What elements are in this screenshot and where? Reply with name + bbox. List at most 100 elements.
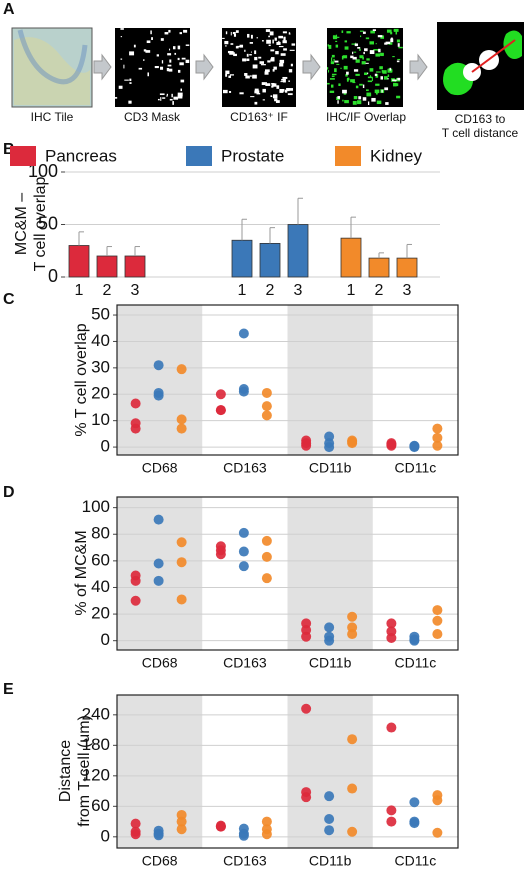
speck (390, 31, 393, 35)
speck (344, 46, 349, 50)
speck (249, 42, 254, 44)
speck (369, 75, 372, 78)
speck (282, 78, 286, 83)
speck (342, 99, 344, 102)
speck (258, 56, 262, 59)
speck (271, 83, 277, 87)
speck (154, 66, 159, 69)
speck (342, 55, 348, 59)
speck (162, 97, 166, 99)
step-label: CD3 Mask (124, 110, 181, 124)
speck (375, 53, 381, 57)
speck (259, 61, 264, 64)
speck (289, 88, 294, 91)
legend-label: Kidney (370, 146, 422, 165)
speck (180, 88, 182, 92)
speck (282, 40, 287, 44)
speck (362, 84, 365, 89)
speck (372, 29, 376, 32)
speck (334, 68, 337, 73)
speck (172, 101, 174, 105)
speck (145, 50, 151, 53)
speck (250, 96, 255, 98)
x-tick-label: 3 (131, 282, 140, 299)
dot (153, 558, 164, 569)
speck (289, 49, 295, 51)
panel-label: C (3, 291, 15, 308)
y-tick-label: 0 (48, 266, 58, 286)
y-tick-label: 20 (91, 384, 110, 403)
speck (331, 73, 337, 76)
dot (238, 830, 249, 841)
speck (252, 74, 257, 79)
speck (390, 38, 394, 43)
speck (222, 37, 225, 39)
speck (382, 70, 387, 74)
speck (337, 96, 341, 99)
speck (245, 75, 250, 79)
x-tick-label: 1 (238, 282, 247, 299)
speck (374, 73, 378, 76)
speck (396, 60, 400, 63)
bar (68, 245, 90, 278)
speck (287, 93, 293, 96)
speck (246, 58, 250, 62)
speck (358, 96, 362, 100)
distance-line (471, 39, 516, 73)
speck (291, 43, 296, 46)
x-tick-label: CD163 (223, 853, 267, 869)
speck (331, 75, 335, 78)
speck (385, 102, 389, 105)
speck (254, 56, 258, 61)
speck (168, 29, 171, 33)
speck (369, 68, 374, 72)
speck (328, 69, 330, 73)
speck (347, 77, 350, 81)
speck (336, 36, 340, 38)
speck (335, 34, 338, 38)
dot (215, 389, 226, 400)
bar (124, 255, 146, 278)
speck (346, 77, 349, 82)
speck (270, 49, 275, 52)
speck (328, 44, 332, 49)
x-tick-label: CD68 (142, 460, 178, 476)
speck (232, 31, 236, 35)
speck (381, 89, 383, 93)
pipeline: A IHC Tile CD3 Mask CD163⁺ IF IHC/IF Ove… (3, 1, 524, 140)
speck (288, 32, 291, 35)
speck (351, 43, 356, 45)
dot (176, 537, 187, 548)
speck (367, 72, 369, 74)
x-tick-label: 2 (266, 282, 275, 299)
speck (250, 34, 253, 39)
dot (409, 635, 420, 646)
speck (254, 88, 259, 92)
dot (153, 514, 164, 525)
speck (327, 44, 329, 47)
speck (272, 39, 274, 44)
dot (176, 423, 187, 434)
speck (359, 35, 362, 38)
speck (120, 58, 123, 60)
dot (130, 829, 141, 840)
speck (371, 77, 373, 81)
speck (335, 40, 338, 43)
speck (288, 69, 293, 73)
bar (340, 237, 362, 278)
speck (276, 85, 280, 89)
speck (179, 32, 182, 35)
speck (225, 70, 230, 75)
legend-swatch (186, 146, 212, 166)
speck (337, 100, 339, 104)
dot (215, 405, 226, 416)
y-axis-title: MC&M – (13, 193, 30, 255)
speck (333, 58, 335, 61)
speck (224, 40, 229, 45)
speck (273, 66, 277, 70)
y-axis-title: from T-cell (um) (76, 715, 93, 827)
speck (343, 65, 348, 70)
speck (233, 53, 237, 57)
dot (238, 561, 249, 572)
